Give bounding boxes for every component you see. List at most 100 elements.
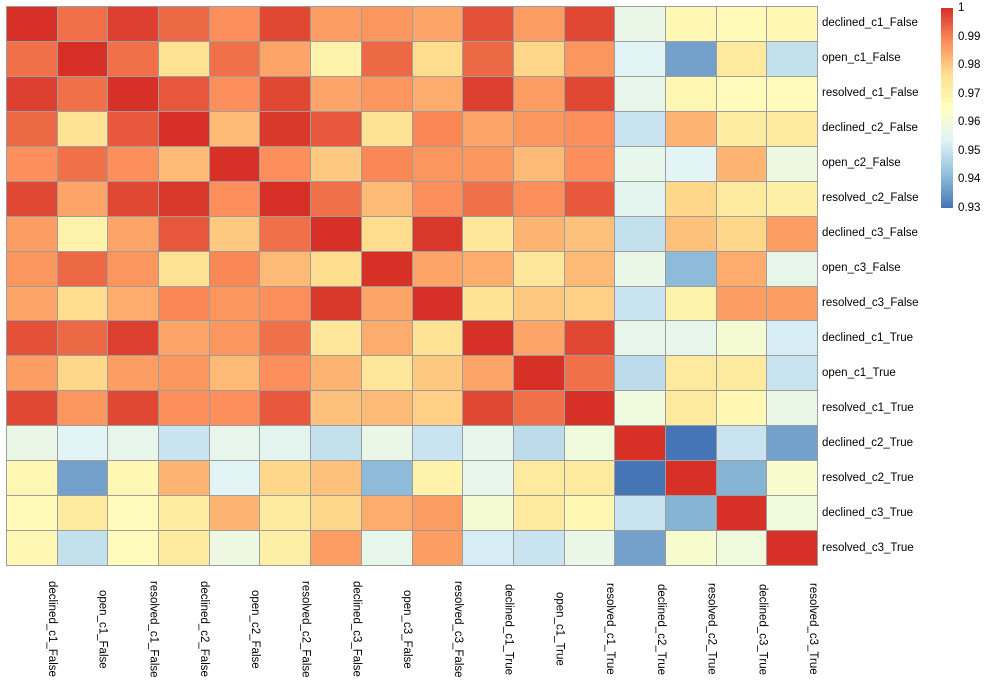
row-label: open_c1_True bbox=[822, 366, 896, 379]
heatmap-cell bbox=[463, 286, 513, 321]
heatmap-cell bbox=[665, 321, 716, 356]
heatmap-cell bbox=[463, 426, 513, 461]
heatmap-cell bbox=[513, 216, 564, 251]
heatmap-cell bbox=[260, 391, 311, 426]
heatmap-cell bbox=[361, 356, 412, 391]
heatmap-cell bbox=[7, 76, 57, 111]
heatmap-cell bbox=[361, 76, 412, 111]
heatmap-cell bbox=[665, 426, 716, 461]
heatmap-cell bbox=[412, 251, 463, 286]
col-label: open_c3_False bbox=[401, 589, 413, 669]
heatmap-cell bbox=[159, 496, 209, 531]
heatmap-cell bbox=[260, 181, 311, 216]
heatmap-cell bbox=[7, 461, 57, 496]
heatmap-cell bbox=[361, 321, 412, 356]
row-label: declined_c1_True bbox=[822, 331, 913, 344]
row-label: resolved_c2_True bbox=[822, 471, 914, 484]
heatmap-cell bbox=[564, 286, 615, 321]
col-label: resolved_c3_False bbox=[451, 580, 464, 678]
heatmap-cell bbox=[7, 496, 57, 531]
heatmap-cell bbox=[108, 181, 159, 216]
heatmap-cell bbox=[7, 531, 57, 565]
heatmap-cell bbox=[564, 321, 615, 356]
heatmap-cell bbox=[209, 216, 260, 251]
heatmap-cell bbox=[260, 216, 311, 251]
row-label: open_c2_False bbox=[822, 156, 901, 169]
heatmap-cell bbox=[311, 356, 361, 391]
heatmap-cell bbox=[412, 426, 463, 461]
col-label: declined_c1_False bbox=[45, 581, 58, 677]
heatmap-cell bbox=[513, 426, 564, 461]
heatmap-cell bbox=[57, 181, 108, 216]
heatmap-cell bbox=[108, 146, 159, 181]
heatmap-cell bbox=[209, 7, 260, 41]
heatmap-cell bbox=[564, 181, 615, 216]
heatmap-cell bbox=[260, 286, 311, 321]
row-label: resolved_c1_True bbox=[822, 401, 914, 414]
heatmap-cell bbox=[665, 531, 716, 565]
heatmap-cell bbox=[57, 251, 108, 286]
colorbar-tick-label: 0.94 bbox=[958, 173, 981, 186]
heatmap-cell bbox=[767, 181, 817, 216]
heatmap-cell bbox=[361, 216, 412, 251]
heatmap-cell bbox=[463, 251, 513, 286]
heatmap-cell bbox=[412, 41, 463, 76]
heatmap-cell bbox=[209, 356, 260, 391]
row-label: declined_c2_False bbox=[822, 121, 918, 134]
heatmap-cell bbox=[716, 356, 767, 391]
heatmap-cell bbox=[716, 286, 767, 321]
heatmap-cell bbox=[108, 356, 159, 391]
heatmap-cell bbox=[665, 7, 716, 41]
heatmap-cell bbox=[159, 391, 209, 426]
heatmap-cell bbox=[57, 286, 108, 321]
heatmap-cell bbox=[665, 251, 716, 286]
heatmap-cell bbox=[159, 286, 209, 321]
col-label: open_c2_False bbox=[248, 589, 261, 669]
col-label: declined_c1_True bbox=[502, 583, 515, 675]
heatmap-cell bbox=[7, 111, 57, 146]
heatmap-cell bbox=[209, 76, 260, 111]
heatmap-cell bbox=[260, 111, 311, 146]
heatmap-cell bbox=[209, 146, 260, 181]
heatmap-cell bbox=[564, 216, 615, 251]
heatmap-cell bbox=[57, 391, 108, 426]
row-label: resolved_c3_True bbox=[822, 541, 914, 554]
heatmap-cell bbox=[108, 76, 159, 111]
heatmap-cell bbox=[361, 7, 412, 41]
heatmap-cell bbox=[311, 251, 361, 286]
heatmap-cell bbox=[615, 7, 665, 41]
heatmap-cell bbox=[564, 356, 615, 391]
heatmap-cell bbox=[57, 146, 108, 181]
heatmap-cell bbox=[513, 461, 564, 496]
colorbar-ticks: 1 0.99 0.98 0.97 0.96 0.95 0.94 0.93 bbox=[958, 2, 984, 214]
heatmap-cell bbox=[260, 531, 311, 565]
heatmap-cell bbox=[159, 216, 209, 251]
row-label: resolved_c3_False bbox=[822, 296, 919, 309]
heatmap-cell bbox=[564, 146, 615, 181]
heatmap-cell bbox=[665, 391, 716, 426]
heatmap-cell bbox=[513, 356, 564, 391]
heatmap-cell bbox=[412, 391, 463, 426]
heatmap-cell bbox=[564, 251, 615, 286]
heatmap-cell bbox=[767, 216, 817, 251]
heatmap-cell bbox=[311, 146, 361, 181]
heatmap-cell bbox=[716, 111, 767, 146]
heatmap-cell bbox=[159, 146, 209, 181]
heatmap-cell bbox=[615, 356, 665, 391]
heatmap-cell bbox=[159, 181, 209, 216]
heatmap-cell bbox=[159, 461, 209, 496]
heatmap-cell bbox=[159, 321, 209, 356]
heatmap-cell bbox=[615, 286, 665, 321]
heatmap-cell bbox=[463, 216, 513, 251]
heatmap-cell bbox=[767, 391, 817, 426]
heatmap-cell bbox=[665, 41, 716, 76]
colorbar-tick-label: 0.98 bbox=[958, 59, 981, 72]
col-label: resolved_c2_True bbox=[705, 583, 718, 675]
heatmap-cell bbox=[361, 41, 412, 76]
heatmap-cell bbox=[311, 216, 361, 251]
col-label: resolved_c2_False bbox=[299, 580, 312, 678]
heatmap-cell bbox=[716, 426, 767, 461]
heatmap-cell bbox=[463, 321, 513, 356]
colorbar-tick-label: 0.99 bbox=[958, 30, 981, 43]
heatmap-cell bbox=[767, 356, 817, 391]
